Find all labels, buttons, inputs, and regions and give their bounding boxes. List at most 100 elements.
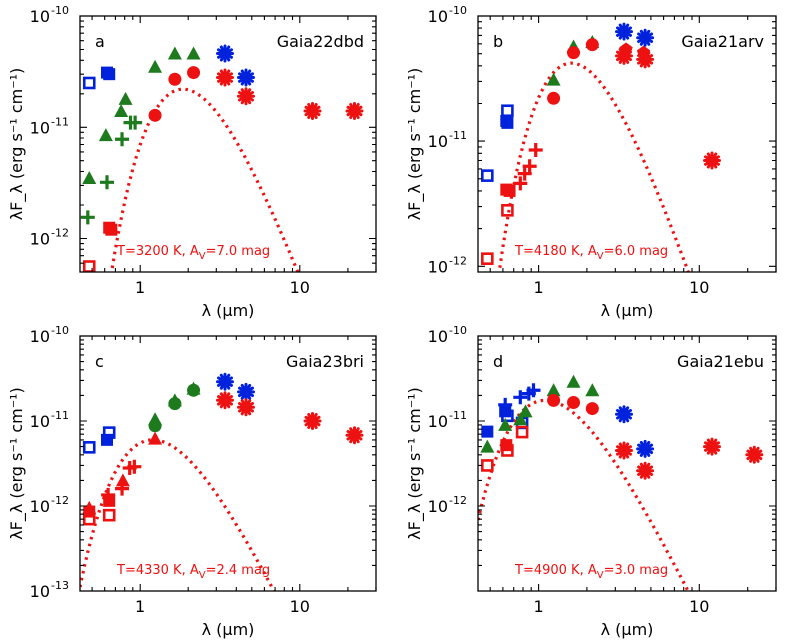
y-axis-title: λF_λ (erg s⁻¹ cm⁻¹)	[7, 68, 27, 221]
y-tick-label: 10	[428, 497, 448, 516]
data-point	[101, 487, 116, 502]
data-point	[547, 393, 561, 407]
data-point	[566, 374, 581, 388]
data-point	[103, 68, 116, 81]
data-point	[115, 473, 130, 487]
y-tick-label: 10	[30, 118, 50, 137]
model-curve	[109, 87, 300, 272]
data-point	[518, 404, 533, 418]
y-tick-label: 10	[30, 7, 50, 26]
data-point	[114, 103, 129, 117]
data-point	[237, 87, 255, 106]
panel-label: b	[493, 32, 503, 51]
plot-frame	[477, 335, 777, 592]
data-point	[745, 445, 764, 464]
data-point	[82, 170, 97, 184]
y-tick-exponent: -11	[449, 409, 467, 422]
data-point	[522, 159, 537, 174]
data-point	[503, 184, 516, 197]
plot-frame	[477, 15, 777, 273]
data-point	[148, 419, 162, 433]
data-point	[481, 169, 494, 182]
x-tick-label: 10	[290, 597, 310, 616]
y-tick-exponent: -12	[51, 494, 69, 507]
panel-label: c	[95, 352, 104, 371]
data-point	[546, 72, 561, 86]
data-point	[498, 417, 513, 431]
model-annotation: T=4330 K, AV=2.4 mag	[116, 563, 270, 581]
plot-frame	[79, 335, 377, 592]
axis-ticks	[80, 15, 377, 273]
x-axis-title: λ (μm)	[601, 620, 654, 639]
y-tick-label: 10	[428, 257, 448, 276]
data-point	[105, 223, 118, 236]
y-tick-label: 10	[30, 230, 50, 249]
panel-label: d	[493, 352, 503, 371]
x-tick-label: 1	[533, 278, 543, 297]
x-axis-title: λ (μm)	[601, 301, 654, 320]
y-tick-label: 10	[428, 412, 448, 431]
data-point	[501, 104, 514, 118]
data-point	[345, 426, 364, 445]
data-point	[481, 459, 494, 472]
data-points	[82, 372, 364, 526]
data-point	[585, 383, 600, 397]
data-point	[481, 425, 494, 438]
data-point	[703, 151, 721, 170]
data-point	[102, 426, 116, 439]
data-point	[615, 405, 633, 424]
panel-title: Gaia23bri	[286, 352, 364, 371]
axis-ticks	[478, 335, 777, 592]
y-tick-exponent: -10	[449, 4, 467, 17]
model-annotation: T=3200 K, AV=7.0 mag	[116, 244, 270, 262]
data-point	[82, 441, 96, 454]
y-axis-title: λF_λ (erg s⁻¹ cm⁻¹)	[7, 387, 27, 540]
data-point	[148, 108, 162, 122]
y-tick-label: 10	[30, 582, 50, 601]
data-point	[216, 68, 234, 87]
data-point	[237, 382, 255, 401]
x-axis-title: λ (μm)	[202, 301, 255, 320]
data-point	[345, 102, 364, 120]
data-point	[636, 28, 655, 47]
y-tick-exponent: -10	[449, 324, 467, 337]
data-point	[528, 142, 543, 157]
x-axis-title: λ (μm)	[202, 620, 255, 639]
data-point	[187, 383, 201, 397]
data-points	[80, 44, 364, 272]
y-axis-title: λF_λ (erg s⁻¹ cm⁻¹)	[405, 68, 425, 221]
data-point	[82, 76, 96, 90]
axis-ticks	[80, 335, 377, 592]
data-point	[216, 372, 234, 391]
x-tick-label: 10	[290, 278, 310, 297]
data-point	[98, 128, 113, 142]
data-point	[547, 91, 561, 105]
data-point	[498, 397, 513, 412]
data-point	[515, 425, 529, 439]
y-tick-label: 10	[30, 327, 50, 346]
data-point	[636, 439, 655, 458]
data-point	[303, 102, 322, 120]
data-point	[513, 176, 528, 191]
data-points	[480, 374, 764, 480]
data-points	[481, 22, 721, 265]
model-annotation: T=4180 K, AV=6.0 mag	[514, 244, 668, 262]
data-point	[102, 508, 116, 522]
axis-ticks	[478, 15, 777, 273]
data-point	[517, 166, 532, 181]
model-curve	[80, 438, 276, 591]
data-point	[128, 115, 143, 130]
y-tick-label: 10	[30, 497, 50, 516]
panel-title: Gaia22dbd	[277, 32, 364, 51]
y-tick-exponent: -10	[51, 4, 69, 17]
x-tick-label: 10	[689, 278, 709, 297]
data-point	[567, 396, 581, 410]
data-point	[216, 44, 234, 63]
data-point	[526, 383, 541, 398]
y-axis-title: λF_λ (erg s⁻¹ cm⁻¹)	[405, 387, 425, 540]
data-point	[148, 431, 163, 445]
x-tick-label: 10	[689, 597, 709, 616]
data-point	[115, 132, 130, 147]
